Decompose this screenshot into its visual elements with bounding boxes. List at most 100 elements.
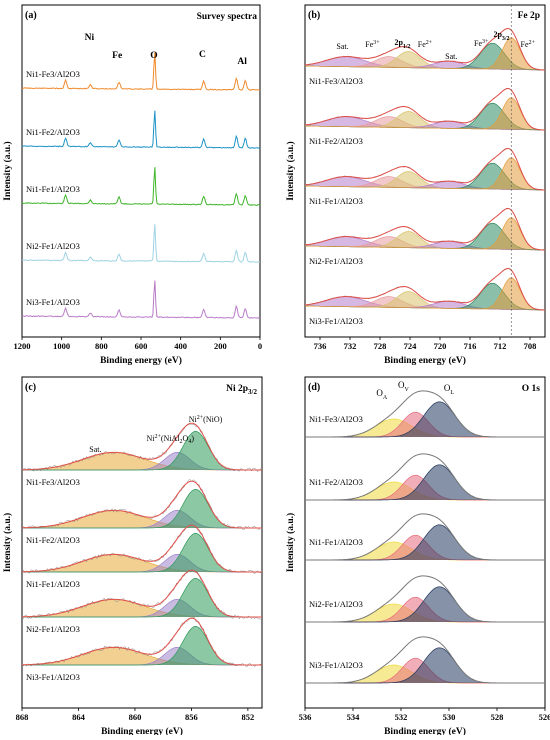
panel-label: (c) [25,382,36,393]
component-fill-ol [305,647,545,683]
panel-a: 1200 1000 800 600 400 200 0 (a) Survey spectra Bi… [2,4,262,366]
series-label: Ni1-Fe3/Al2O3 [26,69,80,79]
component-fill-fe2_32 [305,97,545,130]
x-tick-label: 720 [434,341,447,351]
peak-annotation: OA [376,388,388,401]
panel-title: Ni 2p3/2 [226,384,257,396]
panel-b: 736 732 728 724 720 716 712 708 (b) Binding energ… [285,4,546,366]
component-fill-fe2_32 [305,217,545,250]
series-label: Ni1-Fe1/Al2O3 [26,184,80,194]
peak-annotation: C [199,50,206,60]
series-label: Ni2-Fe1/Al2O3 [26,241,80,251]
x-tick-label: 1200 [14,341,31,351]
peak-annotation: OL [444,383,455,396]
fit-envelope-line [21,569,262,618]
x-tick-label: 736 [314,341,327,351]
fit-envelope-line [304,147,546,191]
fit-envelope-line [21,617,262,666]
peak-annotation: Fe3+ [365,40,380,49]
fit-envelope-line [305,390,545,438]
series-label: Ni1-Fe3/Al2O3 [309,76,363,86]
survey-line-3 [21,167,261,206]
x-tick-label: 724 [404,341,418,351]
series-label: Ni1-Fe3/Al2O3 [26,477,80,487]
x-tick-label: 728 [374,341,387,351]
peak-annotation: Ni2+(NiAl2O4) [146,434,194,445]
component-line-fe2_32 [305,97,546,131]
peak-annotation: OV [398,380,410,393]
component-fill-fe3_32 [305,43,545,70]
component-line-fe2_32 [305,217,546,251]
component-fill-nio [22,431,262,470]
x-tick-label: 1000 [53,341,70,351]
component-fill-fe2_32 [305,37,545,70]
panel-title: O 1s [522,384,541,394]
component-fill-nio [22,489,262,528]
survey-line-4 [21,224,261,263]
component-line-fe2_32 [305,277,546,311]
series-label: Ni1-Fe2/Al2O3 [309,136,363,146]
series-label: Ni1-Fe1/Al2O3 [26,579,80,589]
x-tick-label: 526 [539,712,550,722]
x-tick-label: 732 [344,341,357,351]
x-tick-label: 708 [524,341,537,351]
fit-envelope-line [304,207,546,251]
peak-annotation: Fe [112,51,122,61]
component-fill-nio [22,626,262,665]
panel-c: 868 864 860 856 852 (c) Binding energy (eV) Int… [2,376,263,737]
peak-annotation: Al [237,57,247,67]
peak-annotation: Sat. [89,445,101,454]
fit-envelope-line [305,636,545,684]
peak-annotation: Fe2+ [418,40,433,49]
fit-envelope-line [305,513,545,561]
series-label: Ni3-Fe1/Al2O3 [309,316,363,326]
series-label: Ni2-Fe1/Al2O3 [309,599,363,609]
peak-annotation: Fe3+ [474,39,489,48]
plot-frame [304,376,546,709]
survey-line-5 [21,280,261,319]
component-fill-nio [22,578,262,617]
peak-annotation: 2p1/2 [394,38,410,50]
component-fill-sat [22,554,262,572]
x-axis-label: Binding energy (eV) [100,355,182,366]
x-tick-label: 716 [464,341,477,351]
component-fill-fe3_32 [305,283,545,310]
component-line-fe2_32 [305,157,546,191]
peak-annotation: Ni2+(NiO) [189,415,223,424]
panel-title: Fe 2p [518,11,540,21]
fit-envelope-line [304,267,546,311]
x-tick-label: 712 [494,341,507,351]
peak-annotation: 2p3/2 [493,30,509,42]
series-label: Ni3-Fe1/Al2O3 [309,660,363,670]
x-tick-label: 534 [347,712,361,722]
x-tick-label: 530 [443,712,456,722]
panel-label: (a) [25,10,37,21]
x-tick-label: 600 [135,341,148,351]
x-tick-label: 0 [258,341,262,351]
peak-annotation: Sat. [336,42,348,51]
y-axis-label: Intensity (a.u.) [2,141,13,200]
peak-annotation: Fe2+ [521,40,536,49]
series-label: Ni1-Fe1/Al2O3 [309,196,363,206]
plot-frame [21,376,263,709]
component-fill-ol [305,524,545,560]
component-fill-ol [305,401,545,437]
component-fill-fe3_32 [305,223,545,250]
y-axis-label: Intensity (a.u.) [2,513,13,572]
x-tick-label: 856 [185,712,198,722]
component-fill-sat [22,452,262,470]
y-axis-label: Intensity (a.u.) [285,513,296,572]
x-axis-label: Binding energy (eV) [384,355,466,366]
component-fill-nio [22,533,262,572]
component-fill-ol [305,586,545,622]
component-fill-sat [22,510,262,528]
plot-frame [304,4,546,338]
component-fill-fe2_32 [305,277,545,310]
series-label: Ni1-Fe2/Al2O3 [26,535,80,545]
x-tick-label: 864 [72,712,86,722]
x-tick-label: 868 [16,712,29,722]
x-axis-label: Binding energy (eV) [384,726,466,735]
y-axis-label: Intensity (a.u.) [285,141,296,200]
component-fill-fe3_32 [305,163,545,190]
